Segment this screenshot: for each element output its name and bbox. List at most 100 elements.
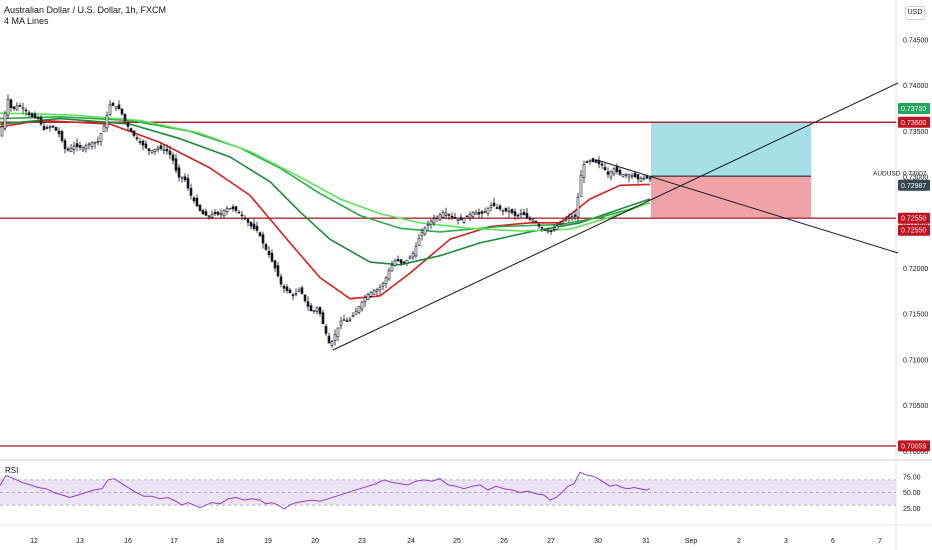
candle (249, 221, 253, 230)
candle-body (456, 219, 460, 221)
candle (189, 183, 193, 200)
moving-average-line (0, 112, 651, 232)
candle-body (249, 222, 253, 227)
time-tick-label: 13 (76, 538, 84, 545)
candle-body (498, 205, 502, 210)
candle-body (393, 260, 397, 266)
time-tick-label: 25 (453, 538, 461, 545)
candle (306, 296, 310, 311)
candle (636, 174, 640, 184)
candle-body (525, 213, 529, 219)
candle (144, 140, 148, 150)
candle-body (426, 224, 430, 227)
candle (456, 219, 460, 225)
candle-body (624, 174, 628, 176)
ascending-trend-line[interactable] (332, 82, 899, 351)
descending-trend-line[interactable] (596, 159, 899, 254)
candle (234, 206, 238, 213)
candle (375, 288, 379, 296)
candle (516, 213, 520, 220)
candle (363, 294, 367, 308)
candle (195, 194, 199, 207)
candle-body (15, 105, 19, 111)
currency-badge[interactable]: USD (905, 6, 925, 20)
candle-body (555, 225, 559, 230)
time-axis[interactable]: 12 13 16 17 18 19 20 23 24 25 26 27 30 31 Sep 2 3 6 7 (30, 538, 882, 545)
indicator-label[interactable]: 4 MA Lines (4, 16, 49, 26)
price-tick-label: 0.72000 (903, 266, 928, 273)
candle (168, 145, 172, 160)
candle-body (522, 212, 526, 216)
candle (126, 120, 130, 131)
candle (417, 234, 421, 246)
loss-zone[interactable] (651, 176, 811, 219)
candle-body (636, 174, 640, 180)
candle-body (21, 107, 25, 110)
candle-body (429, 220, 433, 226)
candle-body (150, 150, 154, 154)
candle-body (177, 167, 181, 178)
candle-body (615, 166, 619, 172)
position-tool[interactable] (651, 122, 811, 219)
candle-body (84, 145, 88, 150)
candle (615, 163, 619, 175)
candle (291, 292, 295, 301)
time-tick-label: Sep (685, 538, 698, 545)
candle-body (48, 126, 52, 129)
candle (105, 111, 109, 132)
bottom-price-tag: 0.70059 (898, 440, 930, 452)
candle-body (186, 178, 190, 189)
time-tick-label: 23 (358, 538, 366, 545)
candle (0, 123, 4, 137)
candle (135, 135, 139, 142)
candle-body (432, 218, 436, 224)
candle-body (126, 122, 130, 127)
candle-body (318, 307, 322, 314)
candle (60, 129, 64, 143)
candle-body (18, 105, 22, 107)
candle-body (6, 99, 10, 116)
candle (222, 209, 226, 219)
candle (390, 260, 394, 272)
candle-body (129, 128, 133, 132)
candle-body (255, 225, 259, 231)
candle (402, 261, 406, 265)
candle (405, 259, 409, 267)
price-axis[interactable]: 0.74500 0.74000 0.73500 0.73000 0.72500 0.720… (903, 38, 928, 456)
candle (630, 173, 634, 180)
candle-body (564, 219, 568, 222)
candle-body (567, 216, 571, 219)
candle-body (291, 294, 295, 297)
candle-body (297, 289, 301, 292)
profit-zone[interactable] (651, 122, 811, 177)
candle-body (411, 252, 415, 258)
candle (174, 153, 178, 174)
candle (399, 259, 403, 266)
candle (555, 222, 559, 231)
candle-body (108, 104, 112, 115)
price-tick-label: 0.71000 (903, 357, 928, 364)
candle-body (345, 320, 349, 323)
candle (459, 213, 463, 221)
candle-body (114, 106, 118, 109)
candle (180, 176, 184, 183)
candle-body (339, 320, 343, 326)
candle-body (276, 265, 280, 277)
candle (6, 94, 10, 119)
candle (72, 141, 76, 155)
candle-body (204, 211, 208, 216)
candle (237, 209, 241, 214)
candle (78, 141, 82, 151)
candle (198, 204, 202, 212)
candle (57, 127, 61, 138)
candle-body (588, 160, 592, 162)
moving-average-line (0, 119, 651, 300)
candle (228, 207, 232, 210)
candle-body (609, 171, 613, 178)
candle-body (27, 112, 31, 115)
candle (384, 276, 388, 288)
trend-lines[interactable] (332, 82, 899, 351)
candle (243, 215, 247, 221)
symbol-title[interactable]: Australian Dollar / U.S. Dollar, 1h, FXC… (4, 5, 167, 15)
